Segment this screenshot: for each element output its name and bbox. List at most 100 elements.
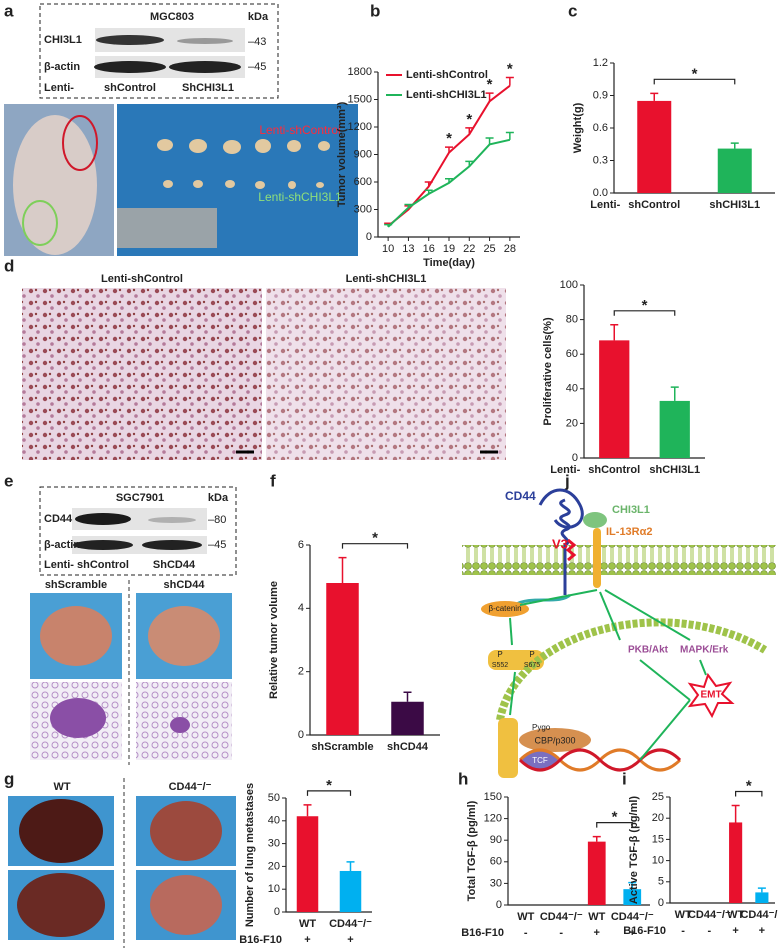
blot-prefix: Lenti- [44,559,74,571]
ihc-image [266,288,506,460]
blot-marker: –80 [208,514,226,526]
error-bar [346,861,355,871]
row-value: - [708,925,712,937]
band [75,513,131,525]
chi3l1 [583,512,607,528]
dna [518,748,682,772]
y-tick-label: 30 [268,838,280,850]
row-value: + [759,925,765,937]
error-bar [485,92,494,102]
error-bar [404,203,413,208]
blot-row: β-actin [44,539,80,551]
panel-letter: b [370,1,380,20]
panel-letter: g [4,769,14,788]
y-tick-label: 20 [268,860,280,872]
panel-letter: d [4,256,14,275]
x-tick-label: 16 [423,243,435,255]
error-bar [730,142,739,149]
photo-label: Lenti-shCHI3L1 [258,190,342,204]
y-tick-label: 20 [652,812,664,824]
row-value: - [559,927,563,939]
bar [729,822,743,903]
panel-letter: i [622,769,627,788]
band [148,517,196,523]
y-axis-label: Number of lung metastases [244,783,256,927]
y-tick-label: 40 [268,815,280,827]
blot-row: β-actin [44,61,80,73]
panel-letter: a [4,1,14,20]
error-bar [650,92,659,101]
significance-bracket [341,543,409,549]
panel-letter: j [564,471,570,490]
diagram-label: CD44 [505,489,536,503]
y-tick-label: 0 [366,231,372,243]
axis [669,797,775,904]
panel-letter: h [458,769,468,788]
bar [587,841,606,905]
ihc-image [22,288,262,460]
blot-row: CD44 [44,513,73,525]
photo-e: shScramble shCD44 [30,579,232,765]
x-tick-label: shControl [628,199,680,211]
y-tick-label: 600 [354,176,372,188]
y-tick-label: 0 [572,452,578,464]
diagram-label: IL-13Rα2 [606,526,653,538]
x-tick-label: 19 [443,243,455,255]
blot-unit: kDa [248,11,269,23]
row-value: + [347,934,353,946]
significance: * [746,777,752,794]
blot-e: SGC7901 kDa CD44 β-actin –80 –45 Lenti- … [39,486,237,576]
y-tick-label: 20 [566,417,578,429]
blot-lane: ShCD44 [153,559,196,571]
y-tick-label: 0.3 [593,154,608,166]
row-label: B16-F10 [623,925,666,937]
y-tick-label: 80 [566,314,578,326]
diagram-label: CHI3L1 [612,504,650,516]
error-bar [465,127,474,135]
significance: * [487,76,493,93]
mouse [13,115,97,255]
emt-star [687,672,735,719]
y-axis-label: Proliferative cells(%) [542,317,554,426]
y-axis-label: Weight(g) [572,102,584,153]
metastasis [170,717,190,733]
significance: * [612,809,618,826]
lung [150,875,222,935]
cd44-loop [538,488,584,529]
x-tick-label: 10 [382,243,394,255]
bar [717,148,752,193]
error-bar [592,835,601,842]
blot-a: MGC803 kDa CHI3L1 β-actin –43 –45 Lenti-… [39,3,279,99]
x-tick-label: 28 [504,243,516,255]
cbp [519,728,591,752]
diagram-label: P [529,650,534,659]
y-tick-label: 0 [298,729,304,741]
diagram-label: CBP/p300 [534,735,575,745]
y-tick-label: 1.2 [593,57,608,69]
blot-marker: –45 [208,539,226,551]
lung [40,606,112,666]
bar [623,889,642,905]
error-bar [445,146,453,153]
error-bar [424,181,433,187]
error-bar [628,881,637,890]
error-bar [424,189,433,194]
y-tick-label: 60 [566,348,578,360]
dashed-box [39,486,237,576]
band [169,61,241,73]
x-tick-label: WT [727,909,744,921]
x-tick-label: 13 [402,243,414,255]
il13ra2 [593,528,601,588]
blot-marker: –45 [248,61,266,73]
metastasis [50,698,106,738]
x-tick-label: shCD44 [387,741,429,753]
row-value: - [524,927,528,939]
y-tick-label: 1500 [348,93,372,105]
significance-bracket [653,78,736,85]
error-bar [465,160,474,167]
blot-row: CHI3L1 [44,34,82,46]
y-tick-label: 5 [658,876,664,888]
row-value: - [681,925,685,937]
